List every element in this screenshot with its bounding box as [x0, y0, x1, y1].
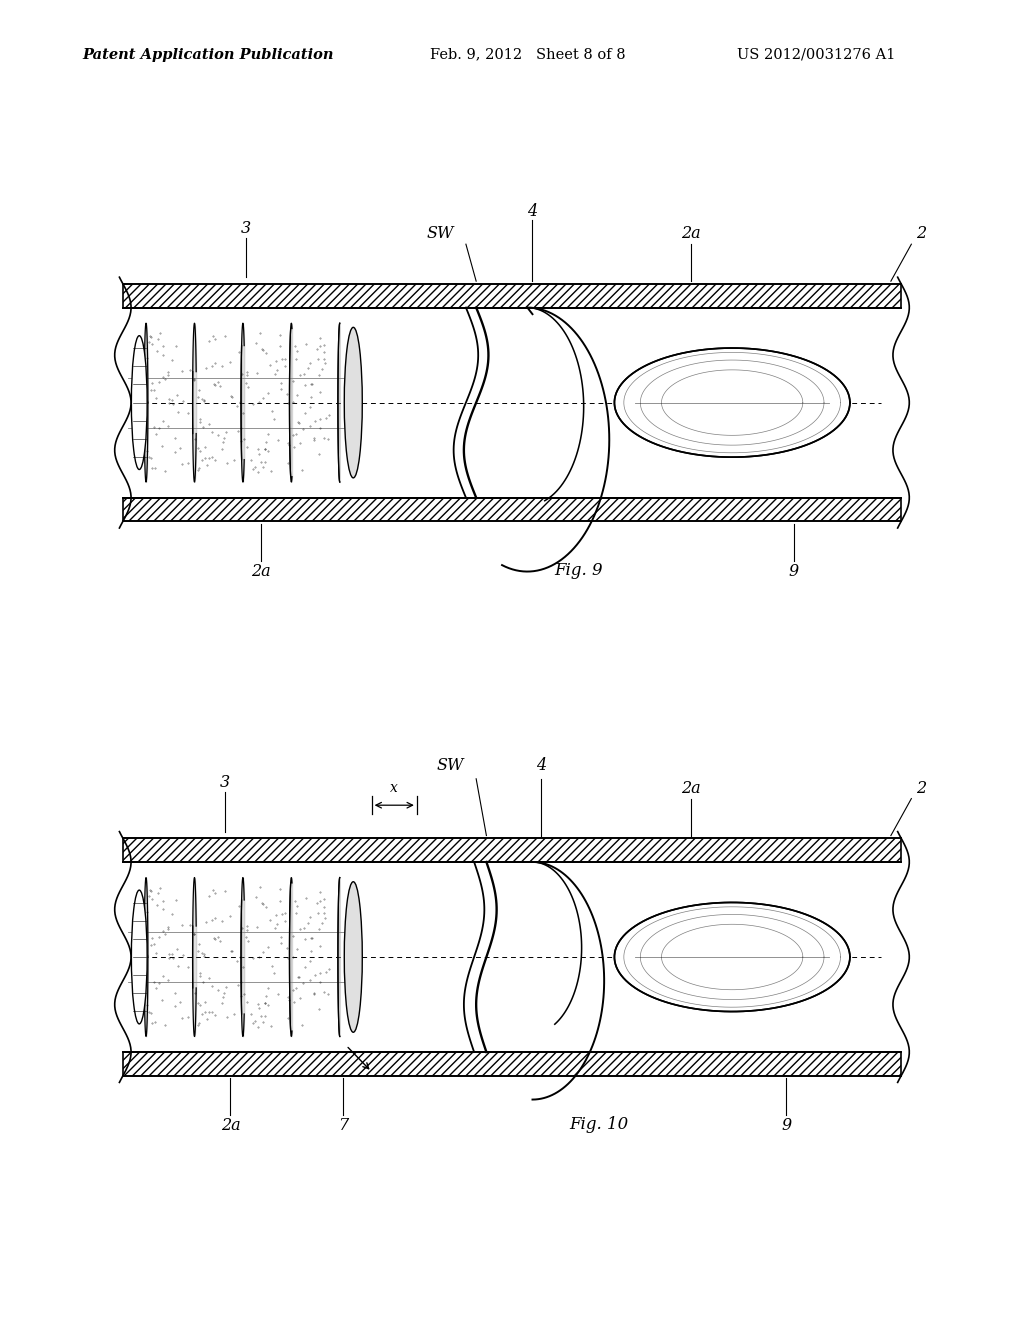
- Text: 2: 2: [916, 226, 927, 242]
- Text: Feb. 9, 2012   Sheet 8 of 8: Feb. 9, 2012 Sheet 8 of 8: [430, 48, 626, 62]
- Text: 9: 9: [781, 1118, 792, 1134]
- Text: SW: SW: [437, 758, 464, 774]
- Ellipse shape: [344, 327, 362, 478]
- Text: 2: 2: [916, 780, 927, 796]
- Text: 3: 3: [220, 775, 230, 791]
- Text: 2a: 2a: [220, 1118, 241, 1134]
- Ellipse shape: [344, 882, 362, 1032]
- Text: 7: 7: [338, 1118, 348, 1134]
- Text: Patent Application Publication: Patent Application Publication: [82, 48, 334, 62]
- Polygon shape: [614, 903, 850, 1011]
- Bar: [123, 284, 901, 308]
- Polygon shape: [614, 348, 850, 457]
- Text: Fig. 9: Fig. 9: [554, 562, 603, 578]
- Bar: [123, 498, 901, 521]
- Text: 4: 4: [536, 758, 546, 774]
- Bar: [123, 1052, 901, 1076]
- Bar: [123, 838, 901, 862]
- Text: 3: 3: [241, 220, 251, 236]
- Ellipse shape: [131, 890, 147, 1024]
- Text: 2a: 2a: [251, 564, 271, 579]
- Text: SW: SW: [427, 226, 454, 242]
- Text: 2a: 2a: [681, 780, 701, 796]
- Text: Fig. 10: Fig. 10: [569, 1117, 629, 1133]
- Text: 9: 9: [788, 564, 799, 579]
- Text: 4: 4: [527, 203, 538, 219]
- Text: 2a: 2a: [681, 226, 701, 242]
- Text: US 2012/0031276 A1: US 2012/0031276 A1: [737, 48, 896, 62]
- Text: x: x: [390, 781, 398, 795]
- Ellipse shape: [131, 335, 147, 470]
